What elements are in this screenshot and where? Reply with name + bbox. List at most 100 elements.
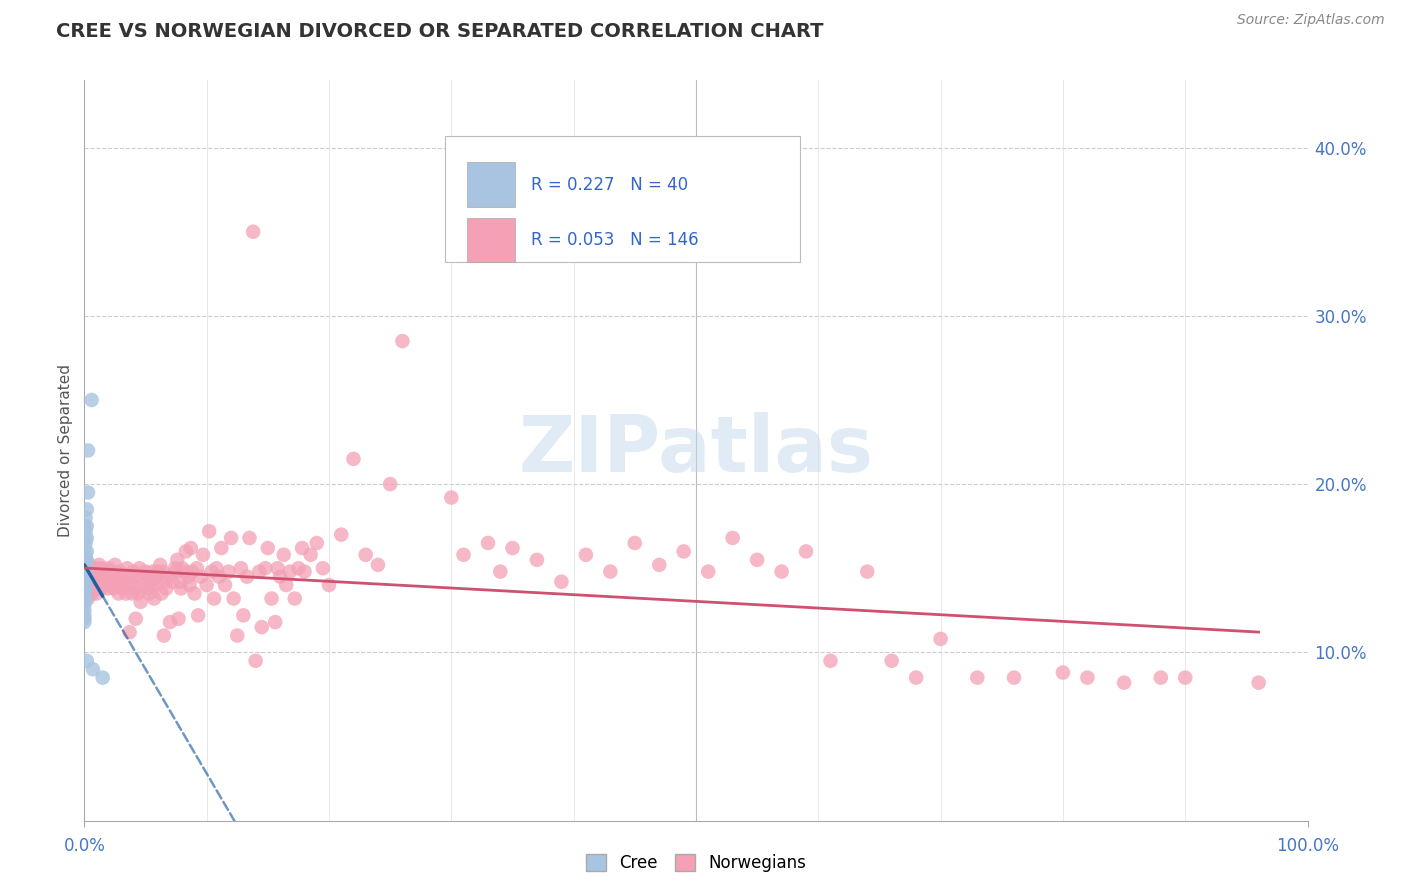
- Point: [124, 569, 146, 583]
- Point: [107, 586, 129, 600]
- Point: [125, 582, 148, 596]
- Point: [89, 569, 111, 583]
- Point: [105, 578, 128, 592]
- Point: [75, 548, 97, 562]
- Point: [76, 502, 98, 516]
- Point: [73, 548, 96, 562]
- Point: [77, 558, 100, 572]
- Point: [305, 536, 328, 550]
- Point: [287, 561, 309, 575]
- Point: [245, 654, 267, 668]
- Point: [170, 582, 193, 596]
- Point: [84, 569, 107, 583]
- Point: [108, 565, 131, 579]
- Point: [820, 654, 842, 668]
- Point: [167, 612, 190, 626]
- Point: [73, 615, 96, 629]
- Point: [75, 536, 97, 550]
- Point: [278, 565, 301, 579]
- Point: [86, 561, 108, 575]
- Point: [380, 477, 402, 491]
- Point: [247, 565, 270, 579]
- Point: [1076, 671, 1098, 685]
- Point: [291, 541, 314, 555]
- Point: [114, 578, 136, 592]
- Point: [526, 553, 548, 567]
- Point: [97, 582, 120, 596]
- Point: [242, 225, 264, 239]
- FancyBboxPatch shape: [467, 218, 515, 262]
- Point: [266, 561, 288, 575]
- Point: [312, 561, 335, 575]
- Point: [238, 531, 260, 545]
- Point: [156, 569, 179, 583]
- Point: [100, 578, 122, 592]
- Point: [96, 569, 118, 583]
- Point: [1052, 665, 1074, 680]
- Point: [135, 582, 157, 596]
- Point: [117, 569, 139, 583]
- Point: [159, 615, 181, 629]
- Point: [146, 565, 169, 579]
- Point: [73, 531, 96, 545]
- Point: [143, 591, 166, 606]
- Point: [76, 565, 98, 579]
- Point: [269, 569, 291, 583]
- Point: [367, 558, 389, 572]
- Point: [73, 603, 96, 617]
- Point: [222, 591, 245, 606]
- Point: [250, 620, 273, 634]
- Point: [75, 558, 97, 572]
- Point: [1174, 671, 1197, 685]
- Point: [111, 582, 134, 596]
- Point: [75, 582, 97, 596]
- Point: [153, 628, 176, 642]
- Point: [391, 334, 413, 348]
- Point: [284, 591, 307, 606]
- Legend: Cree, Norwegians: Cree, Norwegians: [579, 847, 813, 879]
- Point: [77, 582, 100, 596]
- Point: [264, 615, 287, 629]
- Text: ZIPatlas: ZIPatlas: [519, 412, 873, 489]
- Point: [82, 662, 104, 676]
- Point: [121, 586, 143, 600]
- Point: [214, 578, 236, 592]
- Point: [149, 558, 172, 572]
- Point: [440, 491, 463, 505]
- Point: [145, 578, 167, 592]
- Point: [1002, 671, 1025, 685]
- Point: [73, 519, 96, 533]
- Point: [73, 573, 96, 587]
- Point: [97, 574, 120, 589]
- Point: [75, 565, 97, 579]
- Point: [880, 654, 903, 668]
- Point: [229, 561, 252, 575]
- Point: [75, 524, 97, 539]
- Point: [83, 565, 105, 579]
- Point: [191, 548, 214, 562]
- Point: [94, 578, 117, 592]
- Point: [219, 531, 242, 545]
- Point: [135, 565, 157, 579]
- Point: [87, 565, 110, 579]
- Text: R = 0.053   N = 146: R = 0.053 N = 146: [531, 231, 699, 249]
- Point: [929, 632, 952, 646]
- Point: [169, 574, 191, 589]
- Point: [79, 569, 101, 583]
- Point: [1150, 671, 1173, 685]
- Point: [80, 565, 103, 579]
- Text: CREE VS NORWEGIAN DIVORCED OR SEPARATED CORRELATION CHART: CREE VS NORWEGIAN DIVORCED OR SEPARATED …: [56, 22, 824, 41]
- Point: [187, 608, 209, 623]
- Point: [260, 591, 283, 606]
- Point: [73, 582, 96, 596]
- Point: [747, 553, 769, 567]
- Point: [80, 392, 103, 407]
- Point: [208, 569, 231, 583]
- Point: [273, 548, 295, 562]
- Point: [122, 565, 145, 579]
- Point: [87, 578, 110, 592]
- Point: [236, 569, 259, 583]
- Point: [76, 553, 98, 567]
- Point: [91, 574, 114, 589]
- Point: [794, 544, 817, 558]
